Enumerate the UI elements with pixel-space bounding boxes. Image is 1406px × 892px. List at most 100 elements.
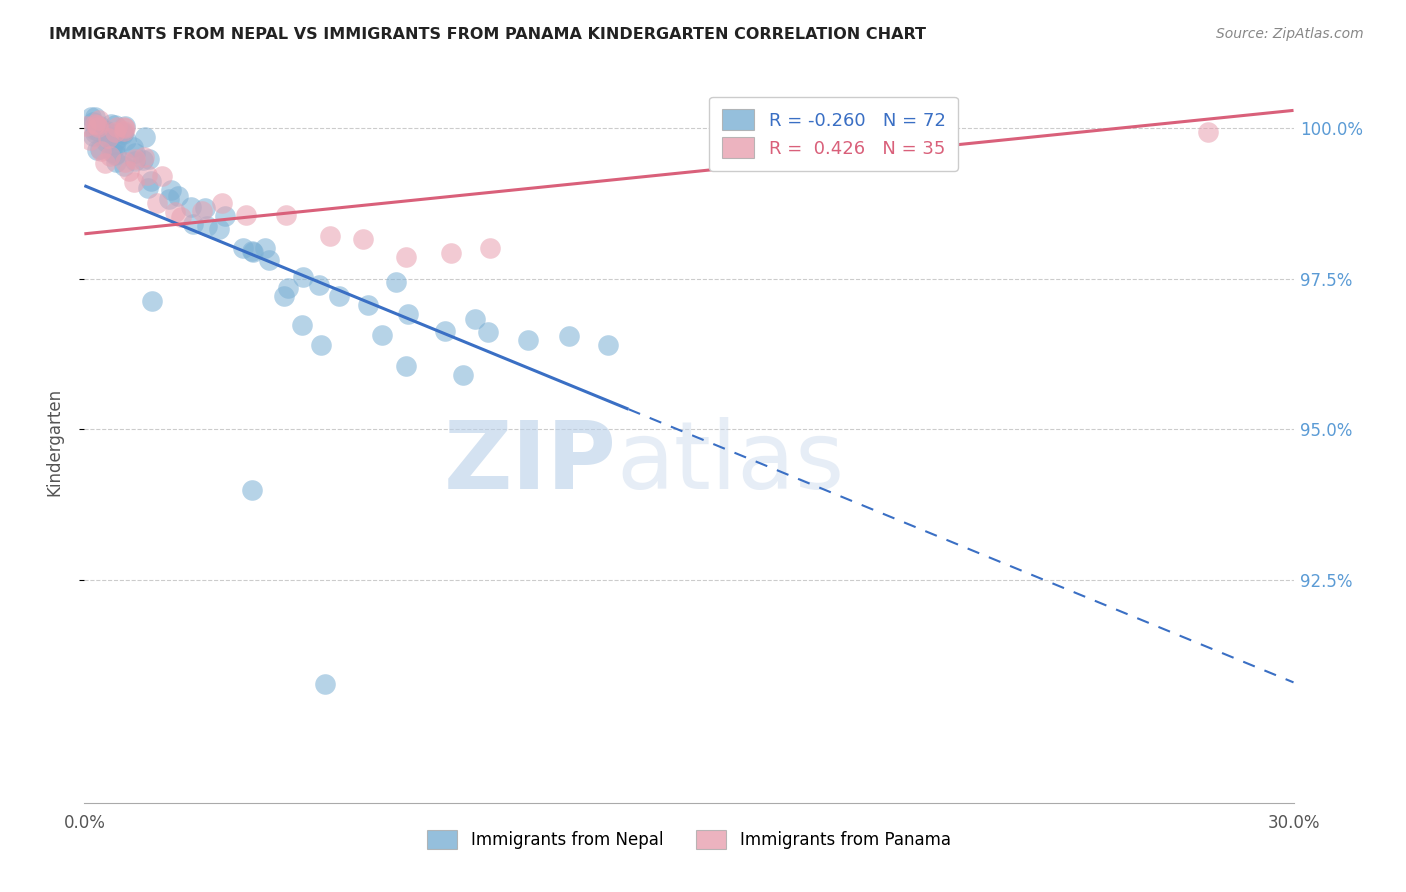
Point <box>150 169 173 184</box>
Point <box>319 229 342 244</box>
Point <box>191 204 214 219</box>
Point <box>98 148 121 162</box>
Point <box>79 110 101 124</box>
Point <box>384 275 406 289</box>
Point <box>89 142 111 156</box>
Point <box>105 132 128 146</box>
Point <box>1197 125 1219 139</box>
Point <box>124 145 146 160</box>
Legend: Immigrants from Nepal, Immigrants from Panama: Immigrants from Nepal, Immigrants from P… <box>420 823 957 856</box>
Point <box>235 208 257 222</box>
Point <box>83 110 105 124</box>
Point <box>86 143 108 157</box>
Text: atlas: atlas <box>616 417 845 509</box>
Point <box>89 112 111 127</box>
Point <box>396 307 419 321</box>
Point <box>232 241 254 255</box>
Point <box>93 156 115 170</box>
Point <box>134 150 156 164</box>
Point <box>90 144 112 158</box>
Point <box>96 124 118 138</box>
Point <box>160 183 183 197</box>
Point <box>124 153 146 168</box>
Point <box>87 124 110 138</box>
Y-axis label: Kindergarten: Kindergarten <box>45 387 63 496</box>
Point <box>97 126 120 140</box>
Point <box>132 153 155 168</box>
Point <box>100 117 122 131</box>
Point <box>111 127 134 141</box>
Point <box>146 195 169 210</box>
Point <box>84 117 107 131</box>
Point <box>112 159 135 173</box>
Text: ZIP: ZIP <box>443 417 616 509</box>
Point <box>104 155 127 169</box>
Point <box>94 135 117 149</box>
Point <box>104 140 127 154</box>
Point <box>240 483 263 497</box>
Point <box>277 281 299 295</box>
Point <box>596 338 619 352</box>
Point <box>257 253 280 268</box>
Point <box>211 196 233 211</box>
Point <box>242 245 264 260</box>
Point <box>114 120 136 134</box>
Point <box>477 325 499 339</box>
Point <box>208 222 231 236</box>
Point <box>314 677 336 691</box>
Point <box>357 298 380 312</box>
Point <box>517 333 540 347</box>
Point <box>180 200 202 214</box>
Point <box>124 153 146 167</box>
Point <box>371 327 394 342</box>
Point <box>254 241 277 255</box>
Point <box>433 324 456 338</box>
Point <box>114 133 136 147</box>
Point <box>165 205 187 219</box>
Point <box>214 209 236 223</box>
Point <box>86 118 108 132</box>
Point <box>117 164 139 178</box>
Point <box>134 130 156 145</box>
Point <box>82 129 104 144</box>
Point <box>478 241 501 255</box>
Text: IMMIGRANTS FROM NEPAL VS IMMIGRANTS FROM PANAMA KINDERGARTEN CORRELATION CHART: IMMIGRANTS FROM NEPAL VS IMMIGRANTS FROM… <box>49 27 927 42</box>
Point <box>136 181 159 195</box>
Point <box>87 120 110 134</box>
Point <box>273 289 295 303</box>
Point <box>352 232 374 246</box>
Point <box>197 219 219 233</box>
Point <box>394 359 416 373</box>
Point <box>167 189 190 203</box>
Text: Source: ZipAtlas.com: Source: ZipAtlas.com <box>1216 27 1364 41</box>
Point <box>464 312 486 326</box>
Point <box>104 124 127 138</box>
Point <box>104 146 127 161</box>
Point <box>308 277 330 292</box>
Point <box>82 115 104 129</box>
Point <box>292 269 315 284</box>
Point <box>97 130 120 145</box>
Point <box>558 328 581 343</box>
Point <box>311 337 333 351</box>
Point <box>104 148 127 162</box>
Point <box>194 201 217 215</box>
Point <box>124 175 146 189</box>
Point <box>440 245 463 260</box>
Point <box>111 125 134 139</box>
Point <box>328 289 350 303</box>
Point <box>114 155 136 169</box>
Point <box>104 118 127 132</box>
Point <box>451 368 474 383</box>
Point <box>135 168 157 182</box>
Point <box>112 120 135 135</box>
Point <box>141 293 163 308</box>
Point <box>240 244 263 259</box>
Point <box>75 120 97 134</box>
Point <box>84 123 107 137</box>
Point <box>105 120 128 134</box>
Point <box>170 210 193 224</box>
Point <box>141 174 163 188</box>
Point <box>84 126 107 140</box>
Point <box>101 136 124 151</box>
